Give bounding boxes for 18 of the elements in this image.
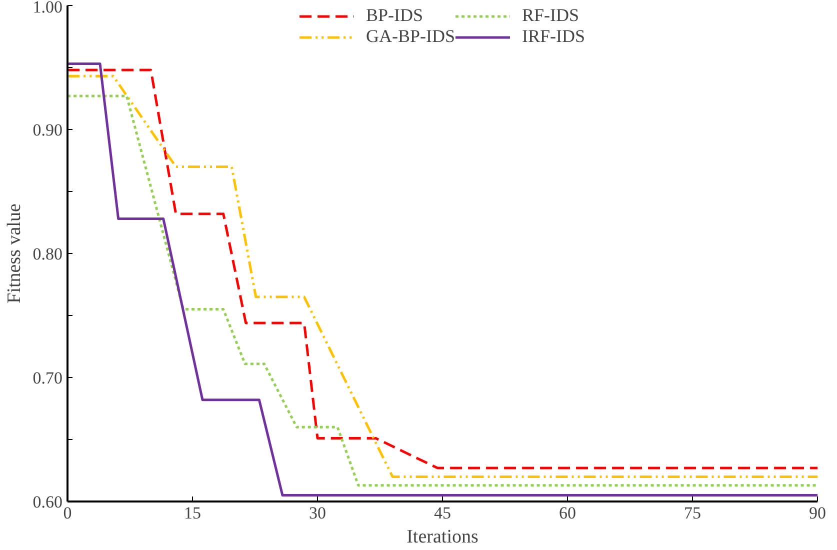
y-tick-label: 0.70 bbox=[32, 368, 62, 388]
x-tick-label: 15 bbox=[184, 504, 201, 522]
legend-label: RF-IDS bbox=[522, 5, 580, 26]
legend-label: BP-IDS bbox=[366, 5, 423, 26]
y-tick-label: 0.90 bbox=[32, 120, 62, 140]
x-axis-title: Iterations bbox=[406, 526, 478, 548]
y-tick-label: 1.00 bbox=[32, 0, 62, 16]
legend-label: IRF-IDS bbox=[522, 26, 586, 47]
x-tick-label: 0 bbox=[63, 504, 72, 522]
x-tick-label: 75 bbox=[684, 504, 701, 522]
legend-label: GA-BP-IDS bbox=[366, 26, 455, 47]
y-axis-title: Fitness value bbox=[4, 204, 25, 304]
x-tick-label: 30 bbox=[309, 504, 326, 522]
x-tick-label: 90 bbox=[809, 504, 826, 522]
x-tick-label: 60 bbox=[559, 504, 576, 522]
y-tick-label: 0.60 bbox=[32, 492, 62, 512]
x-tick-label: 45 bbox=[434, 504, 451, 522]
y-tick-label: 0.80 bbox=[32, 244, 62, 264]
